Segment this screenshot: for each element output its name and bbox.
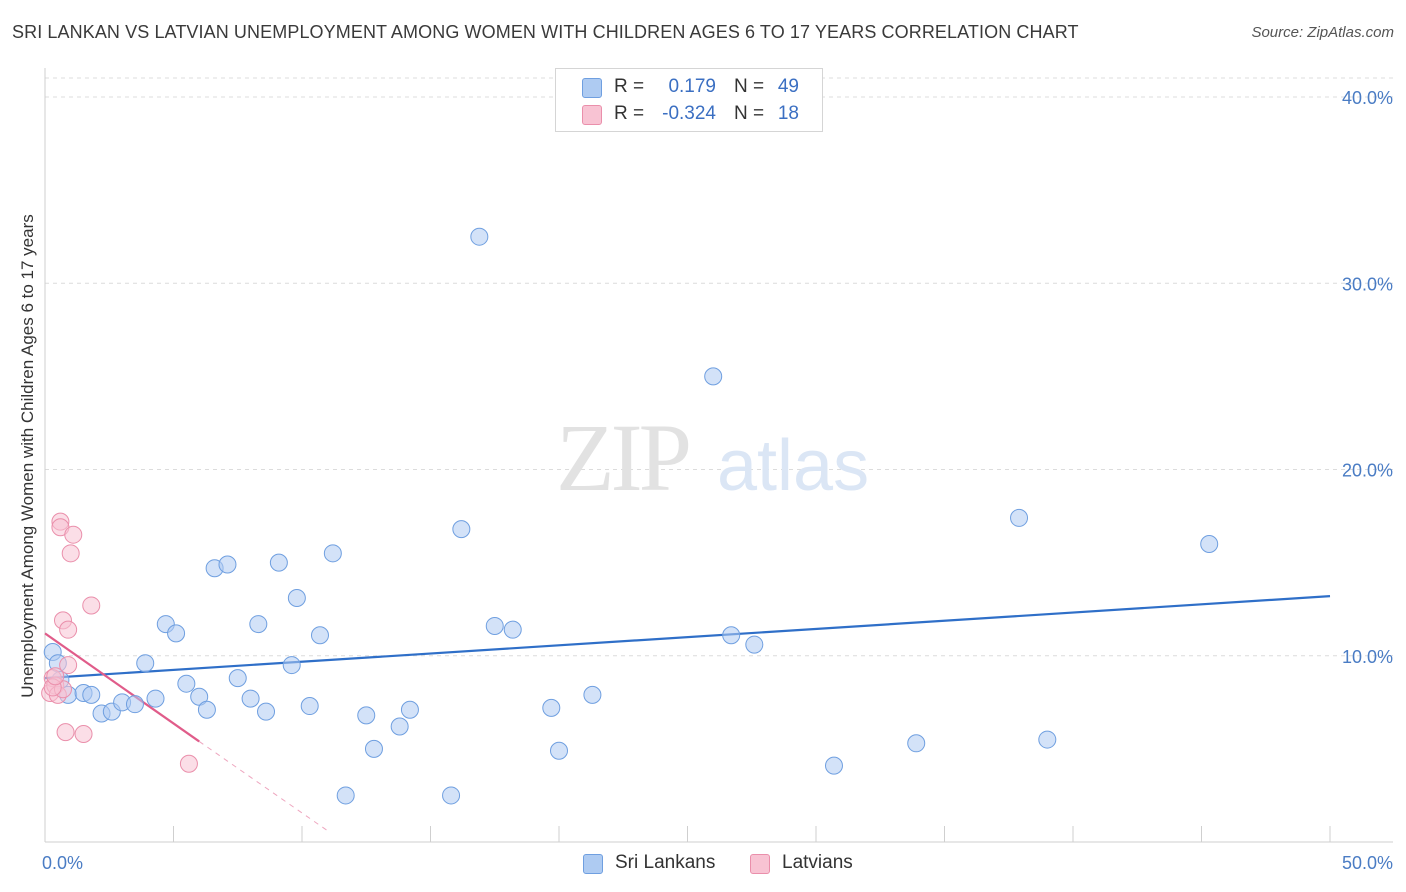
y-tick-label: 20.0% (1342, 461, 1393, 481)
legend-r-value: -0.324 (662, 103, 716, 124)
grid-lines (45, 77, 1393, 657)
point-sri-lankans (470, 227, 489, 246)
point-sri-lankans (357, 706, 376, 725)
point-sri-lankans (442, 786, 461, 805)
series-label-latvians: Latvians (782, 852, 853, 873)
point-latvians (82, 596, 101, 615)
point-sri-lankans (704, 367, 723, 386)
point-sri-lankans (583, 685, 602, 704)
point-sri-lankans (336, 786, 355, 805)
correlation-legend: R = 0.179 N = 49 R = -0.324 N = 18 (555, 68, 823, 132)
legend-swatch-latvians (582, 105, 602, 125)
data-points (41, 227, 1219, 805)
point-sri-lankans (249, 615, 268, 634)
point-sri-lankans (241, 689, 260, 708)
point-sri-lankans (167, 624, 186, 643)
point-sri-lankans (485, 616, 504, 635)
series-legend: Sri Lankans Latvians (0, 851, 1406, 877)
legend-n-label: N = (734, 76, 765, 97)
legend-row-sri-lankans: R = 0.179 N = 49 (556, 74, 822, 100)
point-sri-lankans (82, 685, 101, 704)
point-sri-lankans (300, 697, 319, 716)
point-sri-lankans (1038, 730, 1057, 749)
point-latvians (61, 544, 80, 563)
point-sri-lankans (269, 553, 288, 572)
series-swatch-latvians (750, 854, 770, 874)
trend-line-latvians (44, 632, 200, 743)
point-sri-lankans (1200, 535, 1219, 553)
point-latvians (64, 525, 83, 544)
point-sri-lankans (542, 698, 561, 717)
point-sri-lankans (503, 620, 522, 639)
point-latvians (46, 667, 65, 686)
legend-r-label: R = (614, 103, 645, 124)
point-sri-lankans (364, 739, 383, 758)
y-tick-label: 30.0% (1342, 274, 1393, 294)
legend-n-value: 49 (777, 76, 799, 97)
point-sri-lankans (310, 626, 329, 645)
point-sri-lankans (400, 700, 419, 719)
point-sri-lankans (824, 756, 843, 775)
point-sri-lankans (125, 695, 144, 714)
chart-title: SRI LANKAN VS LATVIAN UNEMPLOYMENT AMONG… (12, 22, 1079, 42)
point-sri-lankans (722, 626, 741, 645)
point-sri-lankans (218, 555, 237, 574)
point-latvians (179, 754, 198, 773)
point-sri-lankans (452, 520, 471, 539)
y-tick-label: 10.0% (1342, 647, 1393, 667)
trend-extension-latvians (198, 741, 328, 832)
watermark: ZIP atlas (556, 404, 869, 511)
series-label-sri-lankans: Sri Lankans (615, 852, 716, 873)
point-latvians (59, 656, 78, 675)
point-latvians (74, 724, 93, 743)
legend-row-latvians: R = -0.324 N = 18 (556, 101, 822, 127)
x-tick-label: 50.0% (1342, 853, 1393, 873)
point-sri-lankans (136, 654, 155, 673)
point-sri-lankans (287, 589, 306, 608)
watermark-zip: ZIP (556, 404, 689, 511)
source-label: Source: ZipAtlas.com (1251, 24, 1394, 41)
trend-line-sri-lankans (44, 595, 1331, 680)
point-sri-lankans (907, 734, 926, 753)
x-tick-label: 0.0% (42, 853, 83, 873)
legend-r-value: 0.179 (668, 76, 716, 97)
series-swatch-sri-lankans (583, 854, 603, 874)
legend-r-label: R = (614, 76, 645, 97)
point-sri-lankans (146, 689, 165, 708)
point-latvians (59, 620, 78, 639)
watermark-atlas: atlas (717, 426, 869, 506)
point-sri-lankans (257, 702, 276, 721)
legend-n-value: 18 (777, 103, 799, 124)
axes (44, 68, 1393, 843)
legend-n-label: N = (734, 103, 765, 124)
point-sri-lankans (323, 544, 342, 563)
point-sri-lankans (745, 635, 764, 654)
tick-labels: 10.0% 20.0% 30.0% 40.0% 0.0% 50.0% (42, 88, 1393, 873)
point-sri-lankans (390, 717, 409, 736)
point-latvians (56, 723, 75, 742)
trend-lines (44, 595, 1331, 832)
point-sri-lankans (282, 656, 301, 675)
y-tick-label: 40.0% (1342, 88, 1393, 108)
legend-swatch-sri-lankans (582, 78, 602, 98)
point-sri-lankans (228, 669, 247, 688)
point-sri-lankans (1010, 508, 1029, 527)
point-sri-lankans (177, 674, 196, 693)
point-sri-lankans (550, 741, 568, 760)
point-sri-lankans (197, 700, 216, 719)
